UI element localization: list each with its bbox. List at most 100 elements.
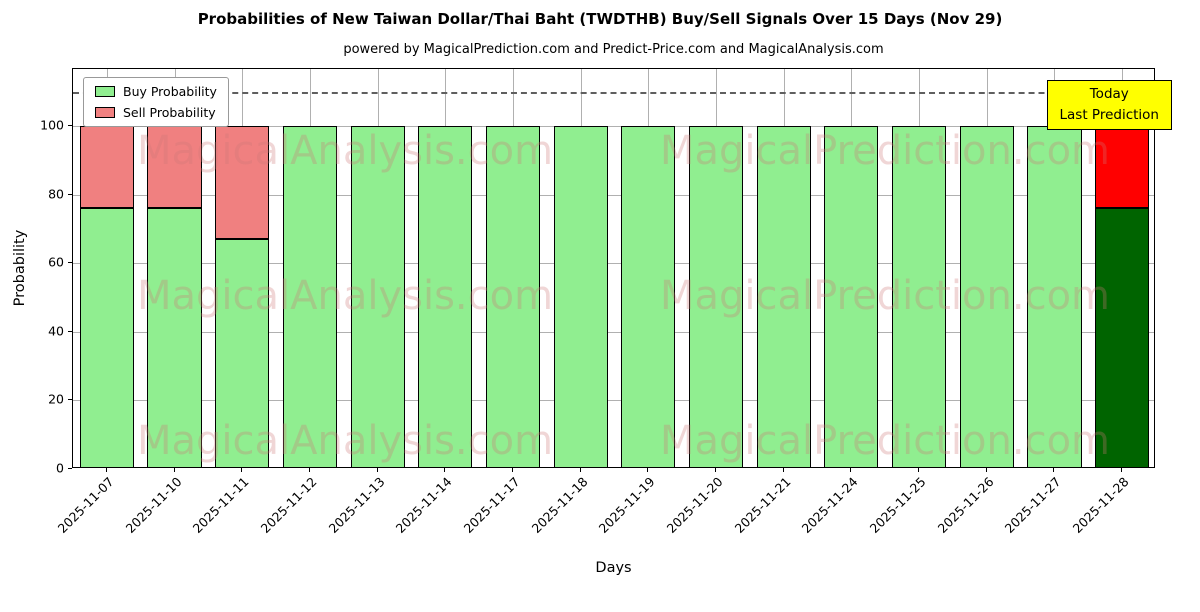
y-tick-mark [68,262,72,264]
bar-segment-sell [1095,125,1150,209]
x-tick-label: 2025-11-12 [257,474,320,536]
bar [959,125,1014,467]
x-tick-mark [850,468,852,472]
bar-segment-buy [418,125,473,467]
x-tick-mark [376,468,378,472]
legend: Buy Probability Sell Probability [83,77,229,127]
x-axis-label: Days [595,560,632,576]
x-tick-label: 2025-11-19 [595,474,658,536]
y-tick-label: 0 [56,460,64,476]
x-tick-label: 2025-11-28 [1069,474,1132,536]
x-tick-label: 2025-11-26 [934,474,997,536]
bar-segment-buy [215,239,270,467]
x-tick-mark [918,468,920,472]
bar [215,125,270,467]
legend-item: Sell Probability [95,105,217,120]
bar [824,125,879,467]
y-tick-label: 80 [48,186,64,202]
x-tick-label: 2025-11-25 [866,474,929,536]
bar-segment-buy [824,125,879,467]
x-tick-label: 2025-11-27 [1002,474,1065,536]
chart-title: Probabilities of New Taiwan Dollar/Thai … [197,10,1003,28]
today-annotation-line1: Today [1089,86,1129,102]
x-tick-mark [308,468,310,472]
x-tick-mark [241,468,243,472]
legend-label: Sell Probability [123,105,216,120]
x-tick-label: 2025-11-10 [122,474,185,536]
y-tick-label: 40 [48,323,64,339]
legend-item: Buy Probability [95,84,217,99]
x-tick-label: 2025-11-24 [799,474,862,536]
y-tick-mark [68,468,72,469]
x-tick-mark [105,468,107,472]
x-tick-label: 2025-11-11 [189,474,252,536]
x-tick-mark [1121,468,1123,472]
bar [79,125,134,467]
bar-segment-buy [959,125,1014,467]
y-tick-mark [68,124,72,126]
bar [553,125,608,467]
bar-segment-buy [282,125,337,467]
y-tick-mark [68,193,72,195]
gridline-horizontal [73,263,1154,265]
bar [1095,125,1150,467]
x-tick-mark [511,468,513,472]
x-tick-label: 2025-11-14 [392,474,455,536]
legend-label: Buy Probability [123,84,217,99]
gridline-horizontal [73,125,1154,127]
x-tick-mark [173,468,175,472]
x-tick-mark [1053,468,1055,472]
x-tick-label: 2025-11-20 [663,474,726,536]
gridline-horizontal [73,194,1154,196]
y-tick-mark [68,330,72,332]
bar-segment-buy [621,125,676,467]
bar-segment-buy [892,125,947,467]
x-tick-label: 2025-11-18 [528,474,591,536]
gridline-horizontal [73,400,1154,402]
y-tick-mark [68,399,72,401]
x-tick-mark [647,468,649,472]
x-tick-mark [715,468,717,472]
bar-segment-buy [553,125,608,467]
x-tick-mark [782,468,784,472]
today-annotation: Today Last Prediction [1046,80,1172,130]
x-tick-mark [444,468,446,472]
buy-swatch [95,86,115,97]
bar [147,125,202,467]
gridline-horizontal [73,331,1154,333]
bar [485,125,541,467]
bar-segment-buy [1027,125,1082,467]
bar-segment-sell [215,125,270,240]
sell-swatch [95,107,115,118]
today-annotation-line2: Last Prediction [1059,106,1159,123]
bar-segment-buy [688,125,744,467]
bar-segment-buy [485,125,541,467]
bar [1027,125,1082,467]
bar-segment-buy [147,208,202,467]
bar [282,125,337,467]
bar [688,125,744,467]
x-tick-mark [985,468,987,472]
bar [418,125,473,467]
y-tick-label: 60 [48,254,64,270]
bar-segment-sell [79,125,134,209]
bar-segment-buy [1095,208,1150,467]
bar [350,125,405,467]
x-tick-label: 2025-11-13 [325,474,388,536]
x-tick-label: 2025-11-17 [460,474,523,536]
chart-subtitle: powered by MagicalPrediction.com and Pre… [343,42,884,57]
x-tick-mark [579,468,581,472]
dashed-threshold-line [73,91,1154,94]
bar-segment-buy [350,125,405,467]
bar-segment-sell [147,125,202,209]
y-tick-label: 20 [48,391,64,407]
plot-area: Buy Probability Sell Probability MagicalA… [72,68,1155,468]
y-tick-label: 100 [40,117,64,133]
bar [756,125,811,467]
x-tick-label: 2025-11-21 [731,474,794,536]
bar [621,125,676,467]
bar [892,125,947,467]
bar-segment-buy [79,208,134,467]
bar-segment-buy [756,125,811,467]
